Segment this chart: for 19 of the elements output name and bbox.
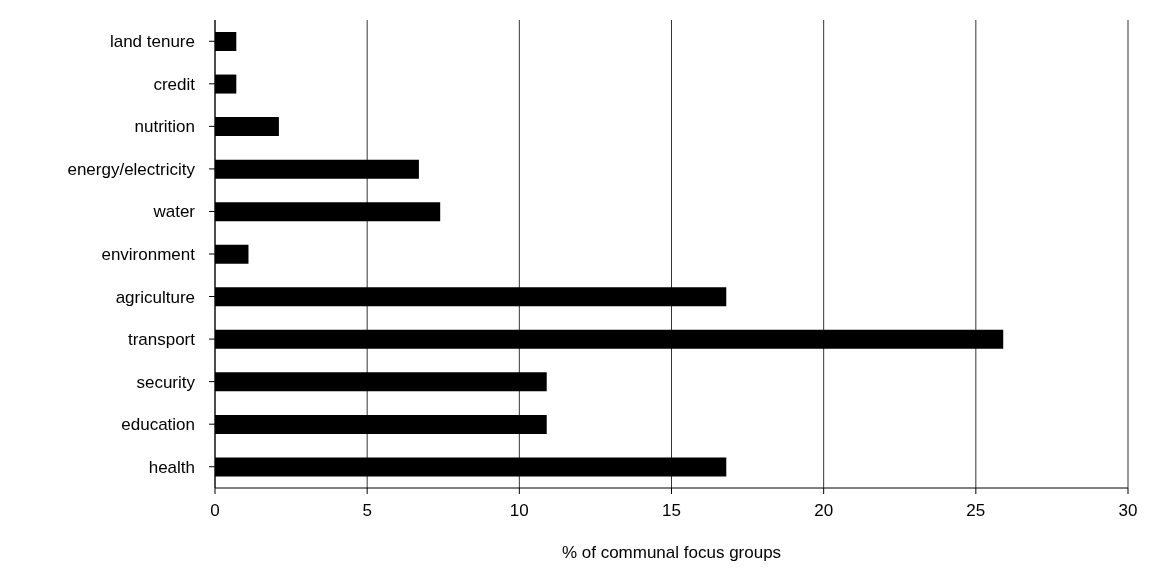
y-tick-label: nutrition	[134, 117, 195, 137]
x-tick-label: 15	[662, 501, 681, 521]
y-tick-label: water	[152, 202, 196, 222]
x-tick-label: 0	[210, 501, 220, 521]
y-tick-label: agriculture	[115, 287, 195, 307]
x-tick-label: 20	[814, 501, 834, 521]
y-tick-label: environment	[101, 245, 196, 265]
y-tick-label: transport	[127, 330, 196, 350]
y-tick-label: energy/electricity	[67, 159, 196, 179]
x-tick-label: 5	[362, 501, 372, 521]
x-axis-title: % of communal focus groups	[561, 543, 782, 562]
y-tick-label: credit	[153, 74, 196, 94]
x-tick-label: 25	[966, 501, 986, 521]
y-tick-label: health	[148, 457, 195, 477]
x-tick-label: 30	[1118, 501, 1138, 521]
y-tick-label: education	[121, 415, 195, 435]
y-tick-label: security	[136, 372, 196, 392]
x-tick-label: 10	[509, 501, 529, 521]
y-tick-label: land tenure	[109, 32, 195, 52]
